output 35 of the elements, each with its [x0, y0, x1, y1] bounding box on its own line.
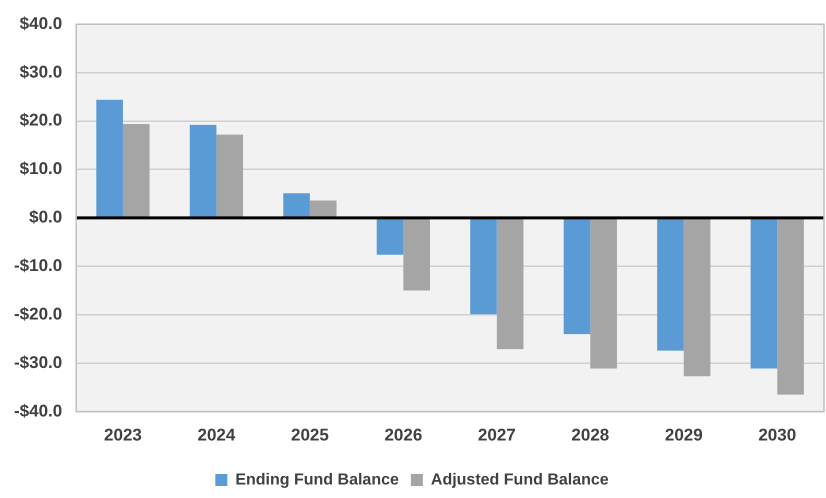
bar — [283, 193, 310, 218]
y-tick-label: $0.0 — [29, 208, 62, 227]
bar — [376, 218, 404, 255]
bar — [657, 218, 684, 351]
legend-label: Ending Fund Balance — [235, 471, 399, 488]
x-tick-label: 2025 — [290, 425, 329, 444]
bar — [403, 218, 430, 291]
bar — [564, 218, 590, 334]
x-tick-label: 2030 — [758, 425, 796, 444]
y-tick-label: -$20.0 — [14, 304, 62, 324]
bar — [96, 100, 123, 218]
x-tick-label: 2028 — [571, 425, 610, 444]
y-tick-label: $40.0 — [20, 14, 62, 33]
bar — [122, 124, 150, 218]
y-tick-label: $20.0 — [20, 110, 62, 130]
x-tick-label: 2027 — [478, 425, 516, 444]
bar — [470, 218, 497, 314]
y-tick-label: -$40.0 — [14, 401, 62, 420]
bar — [684, 218, 710, 376]
bar — [496, 218, 524, 350]
bar — [190, 124, 216, 218]
bar — [777, 218, 804, 395]
x-tick-label: 2026 — [384, 425, 422, 444]
bar — [216, 134, 244, 218]
x-tick-label: 2023 — [104, 425, 142, 444]
legend-label: Adjusted Fund Balance — [430, 471, 609, 488]
x-tick-label: 2024 — [198, 425, 236, 444]
y-tick-label: $30.0 — [20, 62, 62, 82]
y-tick-label: $10.0 — [20, 159, 62, 178]
bar — [310, 200, 337, 218]
y-tick-label: -$10.0 — [14, 256, 62, 276]
bar — [590, 218, 617, 368]
x-tick-label: 2029 — [664, 425, 703, 444]
bar — [750, 218, 778, 368]
y-tick-label: -$30.0 — [14, 352, 62, 372]
